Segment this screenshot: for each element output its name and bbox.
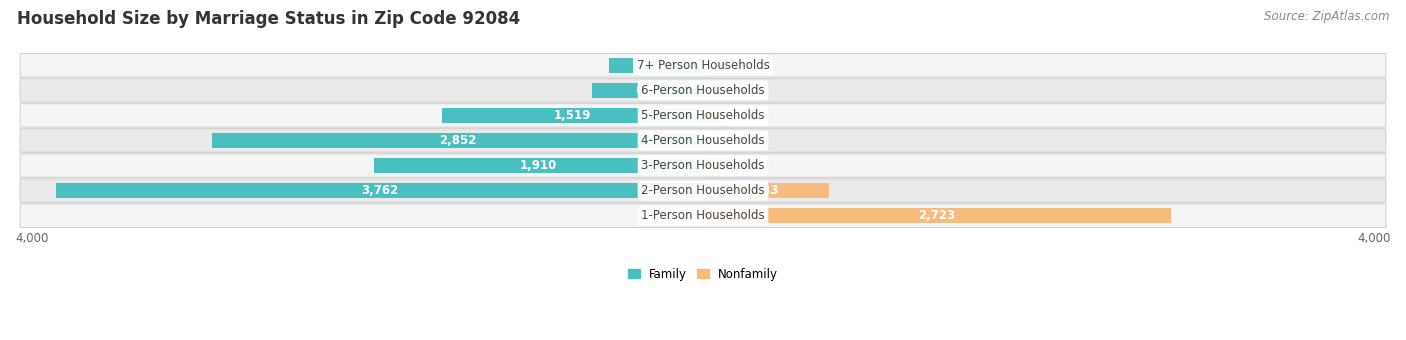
Text: 3,762: 3,762: [361, 184, 398, 197]
Text: 646: 646: [636, 84, 659, 97]
Text: Source: ZipAtlas.com: Source: ZipAtlas.com: [1264, 10, 1389, 23]
Bar: [703, 108, 724, 123]
Text: 166: 166: [740, 159, 762, 172]
Text: 545: 545: [644, 59, 668, 72]
Bar: [609, 57, 703, 73]
Text: 4,000: 4,000: [15, 232, 48, 245]
Bar: [374, 158, 703, 173]
Text: 5-Person Households: 5-Person Households: [641, 109, 765, 122]
Text: Household Size by Marriage Status in Zip Code 92084: Household Size by Marriage Status in Zip…: [17, 10, 520, 28]
Bar: [703, 208, 1171, 223]
Text: 1,910: 1,910: [520, 159, 557, 172]
Text: 733: 733: [754, 184, 779, 197]
Text: 1,519: 1,519: [554, 109, 591, 122]
Text: 7+ Person Households: 7+ Person Households: [637, 59, 769, 72]
Text: 4-Person Households: 4-Person Households: [641, 134, 765, 147]
FancyBboxPatch shape: [20, 79, 1386, 102]
Text: 126: 126: [734, 109, 756, 122]
Bar: [703, 158, 731, 173]
FancyBboxPatch shape: [20, 104, 1386, 127]
FancyBboxPatch shape: [20, 53, 1386, 77]
Bar: [56, 183, 703, 198]
Legend: Family, Nonfamily: Family, Nonfamily: [628, 268, 778, 281]
FancyBboxPatch shape: [20, 154, 1386, 177]
Bar: [703, 183, 830, 198]
Text: 2,852: 2,852: [439, 134, 477, 147]
Text: 11: 11: [713, 59, 728, 72]
Bar: [703, 57, 704, 73]
Bar: [441, 108, 703, 123]
Bar: [703, 133, 706, 148]
Text: 14: 14: [714, 134, 728, 147]
Text: 6-Person Households: 6-Person Households: [641, 84, 765, 97]
FancyBboxPatch shape: [20, 204, 1386, 227]
FancyBboxPatch shape: [20, 179, 1386, 202]
Text: 0: 0: [713, 84, 721, 97]
Bar: [212, 133, 703, 148]
FancyBboxPatch shape: [20, 129, 1386, 152]
Text: 2,723: 2,723: [918, 209, 956, 222]
Text: 3-Person Households: 3-Person Households: [641, 159, 765, 172]
Text: 1-Person Households: 1-Person Households: [641, 209, 765, 222]
Bar: [592, 83, 703, 98]
Text: 2-Person Households: 2-Person Households: [641, 184, 765, 197]
Text: 4,000: 4,000: [1358, 232, 1391, 245]
